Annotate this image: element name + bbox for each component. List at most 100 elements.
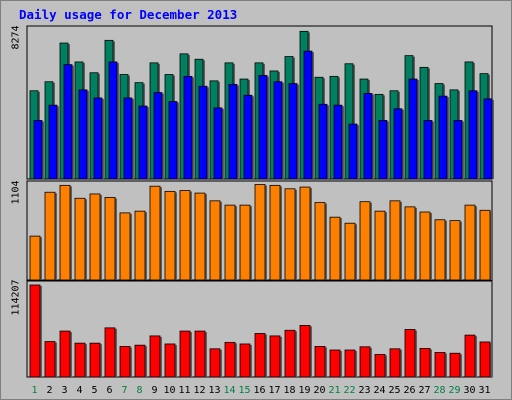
chart-title: Daily usage for December 2013 bbox=[19, 7, 238, 22]
files-bar-day-4 bbox=[78, 89, 88, 180]
kbytes-bar-day-8 bbox=[134, 344, 146, 378]
kbytes-bar-day-21 bbox=[329, 349, 341, 378]
kbytes-bar-day-14 bbox=[224, 341, 236, 378]
files-bar-day-21 bbox=[333, 104, 343, 180]
kbytes-bar-day-30 bbox=[464, 334, 476, 378]
files-bar-day-17 bbox=[273, 81, 283, 180]
x-tick-label: 2 bbox=[46, 385, 52, 396]
files-bar-day-1 bbox=[33, 120, 43, 180]
files-bar-day-12 bbox=[198, 85, 208, 180]
x-tick-label: 22 bbox=[343, 385, 355, 396]
x-tick-label: 12 bbox=[193, 385, 205, 396]
sites-bar-day-11 bbox=[179, 190, 191, 281]
files-bar-day-10 bbox=[168, 101, 178, 180]
x-tick-label: 31 bbox=[478, 385, 490, 396]
files-bar-day-27 bbox=[423, 120, 433, 180]
sites-bar-day-31 bbox=[479, 209, 491, 281]
files-bar-day-22 bbox=[348, 123, 358, 180]
sites-bar-day-28 bbox=[434, 219, 446, 281]
files-bar-day-29 bbox=[453, 120, 463, 180]
files-bar-day-23 bbox=[363, 93, 373, 180]
files-bar-day-8 bbox=[138, 105, 148, 180]
sites-bar-day-5 bbox=[89, 193, 101, 281]
kbytes-bar-day-15 bbox=[239, 343, 251, 378]
x-tick-label: 20 bbox=[313, 385, 325, 396]
x-tick-label: 1 bbox=[31, 385, 37, 396]
x-tick-label: 10 bbox=[163, 385, 175, 396]
sites-bar-day-17 bbox=[269, 184, 281, 281]
kbytes-bar-day-5 bbox=[89, 342, 101, 378]
kbytes-bar-day-27 bbox=[419, 348, 431, 378]
kbytes-bar-day-7 bbox=[119, 345, 131, 378]
x-tick-label: 9 bbox=[151, 385, 157, 396]
kbytes-bar-day-2 bbox=[44, 341, 56, 378]
x-tick-label: 19 bbox=[298, 385, 310, 396]
sites-bar-day-6 bbox=[104, 196, 116, 281]
x-tick-label: 29 bbox=[448, 385, 460, 396]
x-tick-label: 23 bbox=[358, 385, 370, 396]
kbytes-bar-day-26 bbox=[404, 329, 416, 378]
sites-bar-day-25 bbox=[389, 200, 401, 281]
sites-bar-day-16 bbox=[254, 184, 266, 281]
kbytes-bar-day-12 bbox=[194, 330, 206, 378]
sites-bar-day-22 bbox=[344, 222, 356, 281]
x-tick-label: 30 bbox=[463, 385, 475, 396]
x-tick-label: 4 bbox=[76, 385, 82, 396]
files-bar-day-3 bbox=[63, 64, 73, 180]
files-bar-day-18 bbox=[288, 83, 298, 180]
sites-bar-day-10 bbox=[164, 190, 176, 281]
x-tick-label: 25 bbox=[388, 385, 400, 396]
sites-bar-day-2 bbox=[44, 191, 56, 281]
x-tick-label: 5 bbox=[91, 385, 97, 396]
files-bar-day-13 bbox=[213, 107, 223, 180]
x-tick-label: 3 bbox=[61, 385, 67, 396]
x-tick-label: 11 bbox=[178, 385, 190, 396]
sites-bar-day-30 bbox=[464, 204, 476, 281]
files-bar-day-14 bbox=[228, 84, 238, 180]
kbytes-bar-day-11 bbox=[179, 330, 191, 378]
sites-bar-day-1 bbox=[29, 235, 41, 281]
kbytes-bar-day-19 bbox=[299, 325, 311, 378]
x-tick-label: 27 bbox=[418, 385, 430, 396]
kbytes-bar-day-16 bbox=[254, 333, 266, 378]
kbytes-bar-day-29 bbox=[449, 352, 461, 378]
kbytes-bar-day-25 bbox=[389, 348, 401, 378]
sites-bar-day-18 bbox=[284, 188, 296, 281]
kbytes-bar-day-28 bbox=[434, 352, 446, 378]
sites-bar-day-26 bbox=[404, 206, 416, 281]
files-bar-day-15 bbox=[243, 94, 253, 180]
files-bar-day-7 bbox=[123, 97, 133, 180]
files-bar-day-20 bbox=[318, 103, 328, 180]
sites-bar-day-12 bbox=[194, 192, 206, 281]
kbytes-bar-day-13 bbox=[209, 348, 221, 378]
sites-bar-day-27 bbox=[419, 211, 431, 281]
sites-bar-day-13 bbox=[209, 200, 221, 281]
files-bar-day-6 bbox=[108, 61, 118, 180]
kbytes-bar-day-6 bbox=[104, 327, 116, 378]
x-tick-label: 28 bbox=[433, 385, 445, 396]
kbytes-bar-day-31 bbox=[479, 341, 491, 378]
sites-bar-day-3 bbox=[59, 184, 71, 281]
sites-bar-day-4 bbox=[74, 197, 86, 281]
kbytes-bar-day-17 bbox=[269, 335, 281, 378]
kbytes-bar-day-24 bbox=[374, 354, 386, 378]
sites-bar-day-15 bbox=[239, 204, 251, 281]
sites-bar-day-29 bbox=[449, 220, 461, 281]
x-tick-label: 21 bbox=[328, 385, 340, 396]
sites-bar-day-20 bbox=[314, 202, 326, 281]
files-bar-day-26 bbox=[408, 78, 418, 180]
sites-bar-day-19 bbox=[299, 186, 311, 281]
files-bar-day-11 bbox=[183, 75, 193, 180]
sites-bar-day-21 bbox=[329, 216, 341, 281]
x-tick-label: 13 bbox=[208, 385, 220, 396]
kbytes-bar-day-9 bbox=[149, 335, 161, 378]
files-bar-day-9 bbox=[153, 92, 163, 180]
sites-bar-day-14 bbox=[224, 204, 236, 281]
files-bar-day-28 bbox=[438, 95, 448, 180]
kbytes-bar-day-20 bbox=[314, 345, 326, 378]
files-bar-day-2 bbox=[48, 104, 58, 180]
x-tick-label: 15 bbox=[238, 385, 250, 396]
files-bar-day-16 bbox=[258, 75, 268, 180]
kbytes-bar-day-1 bbox=[29, 284, 41, 378]
